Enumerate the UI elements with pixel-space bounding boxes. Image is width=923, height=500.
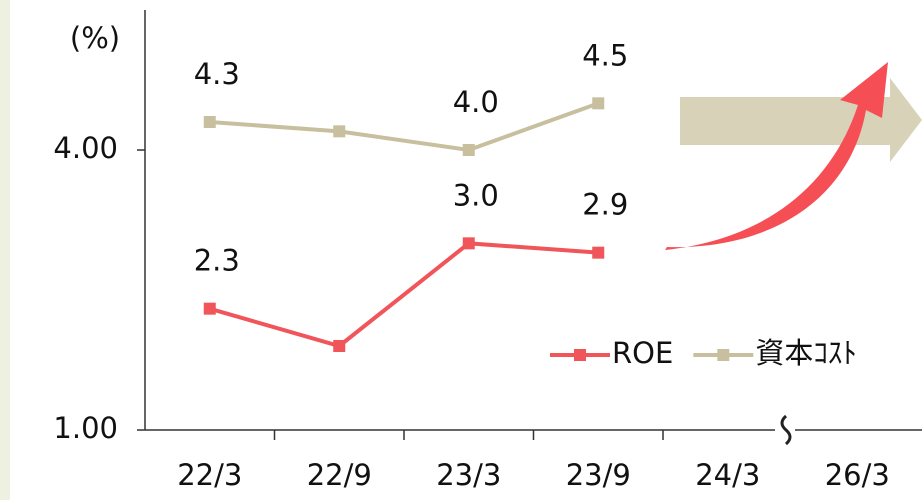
point — [462, 144, 475, 156]
x-tick-label: 23/3 — [436, 458, 501, 492]
legend-label: ROE — [612, 336, 673, 370]
data-label: 4.5 — [582, 38, 628, 72]
point — [592, 246, 605, 259]
series-line — [209, 241, 599, 349]
axis-break — [780, 414, 792, 446]
y-tick-label: 1.00 — [53, 411, 118, 445]
data-label: 3.0 — [453, 178, 499, 212]
data-label: 2.9 — [582, 188, 628, 222]
x-tick-label: 22/3 — [177, 458, 242, 492]
side-strip — [0, 0, 10, 500]
point — [203, 302, 216, 315]
data-label: 4.3 — [194, 57, 240, 91]
point — [592, 97, 605, 110]
point — [203, 116, 216, 128]
series-line — [209, 101, 599, 153]
y-axis-label: (%) — [70, 21, 120, 55]
x-tick-label: 24/3 — [695, 458, 760, 492]
data-label: 2.3 — [194, 244, 240, 278]
x-tick-label: 22/9 — [307, 458, 372, 492]
data-label: 4.0 — [453, 85, 499, 119]
y-tick-label: 4.00 — [53, 131, 118, 165]
legend-label: 資本ｺｽﾄ — [755, 336, 857, 370]
trend-arrow — [680, 78, 922, 162]
legend-marker — [717, 349, 730, 361]
point — [462, 237, 475, 250]
x-tick-label: 23/9 — [566, 458, 631, 492]
point — [333, 125, 346, 138]
rise-arrow — [665, 62, 888, 250]
x-tick-label: 26/3 — [825, 458, 890, 492]
point — [333, 340, 346, 352]
legend-marker — [574, 349, 586, 361]
